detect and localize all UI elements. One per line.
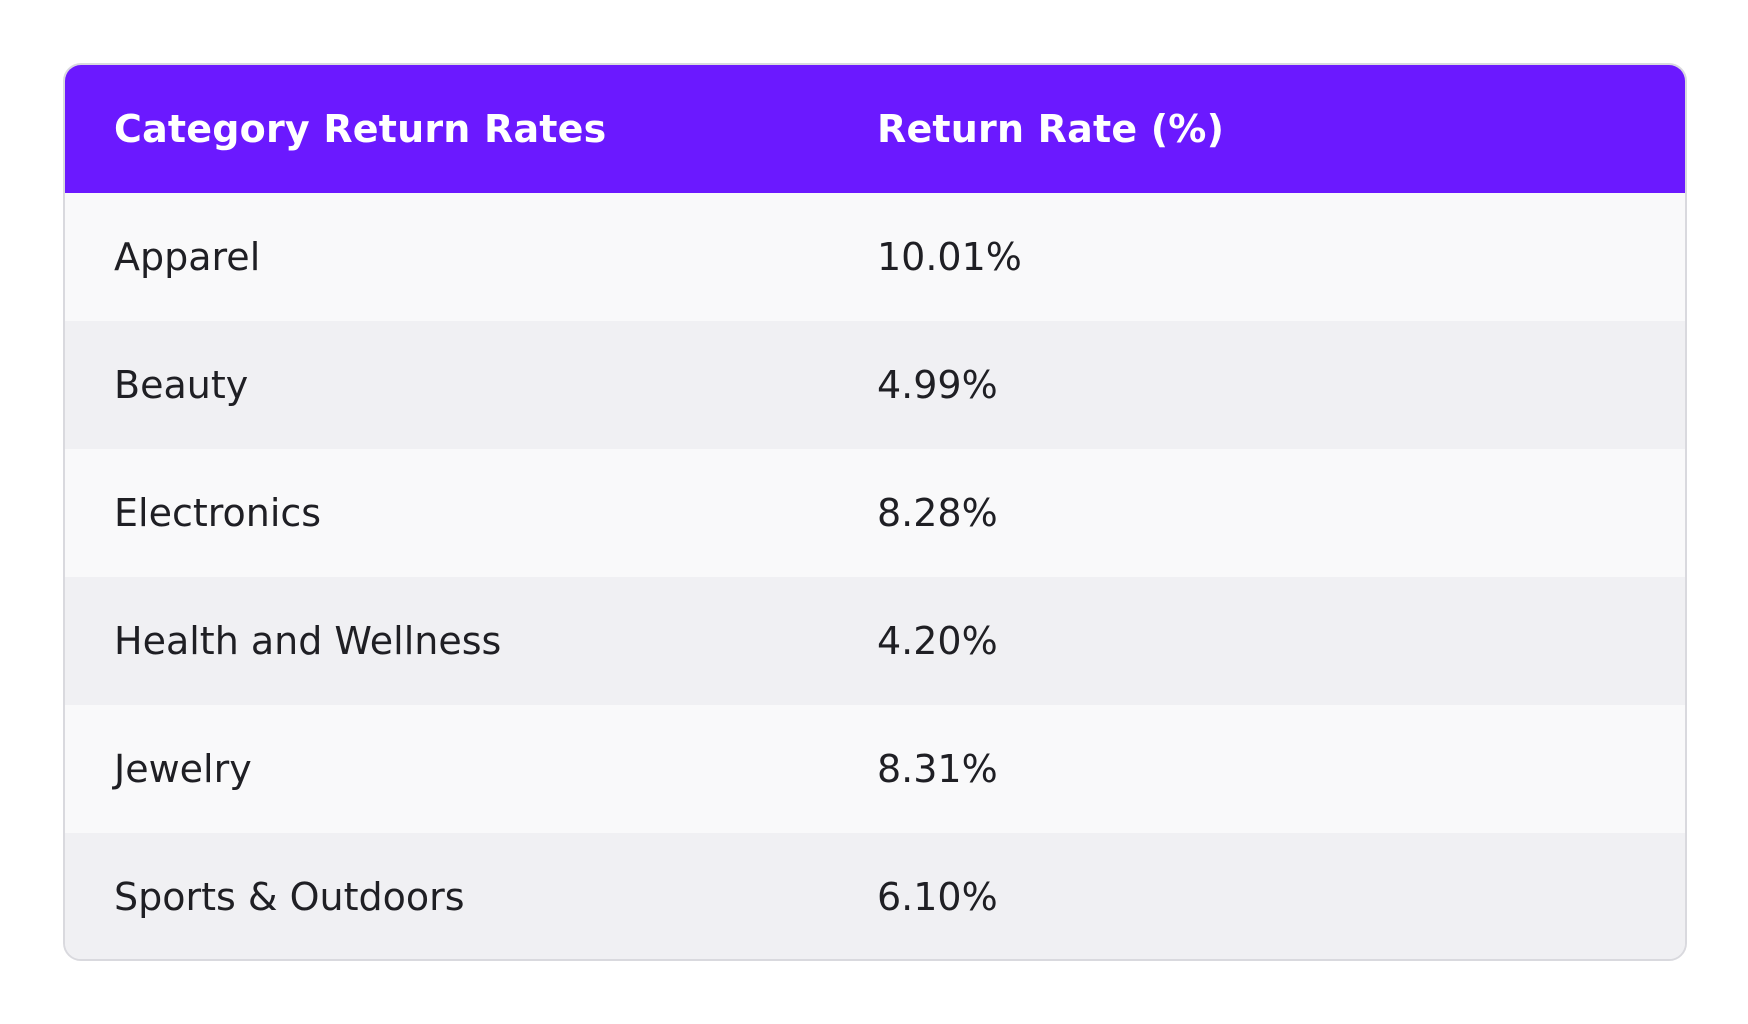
return-rate-cell: 6.10% xyxy=(877,875,998,919)
table-row: Sports & Outdoors 6.10% xyxy=(65,833,1685,959)
return-rate-cell: 8.31% xyxy=(877,747,998,791)
category-cell: Beauty xyxy=(114,363,249,407)
return-rate-cell: 4.20% xyxy=(877,619,998,663)
return-rate-table: Category Return Rates Return Rate (%) Ap… xyxy=(63,63,1687,961)
category-cell: Jewelry xyxy=(114,747,252,791)
return-rate-cell: 10.01% xyxy=(877,235,1022,279)
category-cell: Apparel xyxy=(114,235,261,279)
category-cell: Health and Wellness xyxy=(114,619,502,663)
table-row: Jewelry 8.31% xyxy=(65,705,1685,833)
return-rate-cell: 4.99% xyxy=(877,363,998,407)
table-row: Health and Wellness 4.20% xyxy=(65,577,1685,705)
return-rate-cell: 8.28% xyxy=(877,491,998,535)
table-row: Beauty 4.99% xyxy=(65,321,1685,449)
column-header-return-rate: Return Rate (%) xyxy=(877,107,1225,151)
category-cell: Sports & Outdoors xyxy=(114,875,465,919)
table-row: Apparel 10.01% xyxy=(65,193,1685,321)
column-header-category: Category Return Rates xyxy=(114,107,607,151)
table-row: Electronics 8.28% xyxy=(65,449,1685,577)
table-header-row: Category Return Rates Return Rate (%) xyxy=(65,65,1685,193)
category-cell: Electronics xyxy=(114,491,322,535)
